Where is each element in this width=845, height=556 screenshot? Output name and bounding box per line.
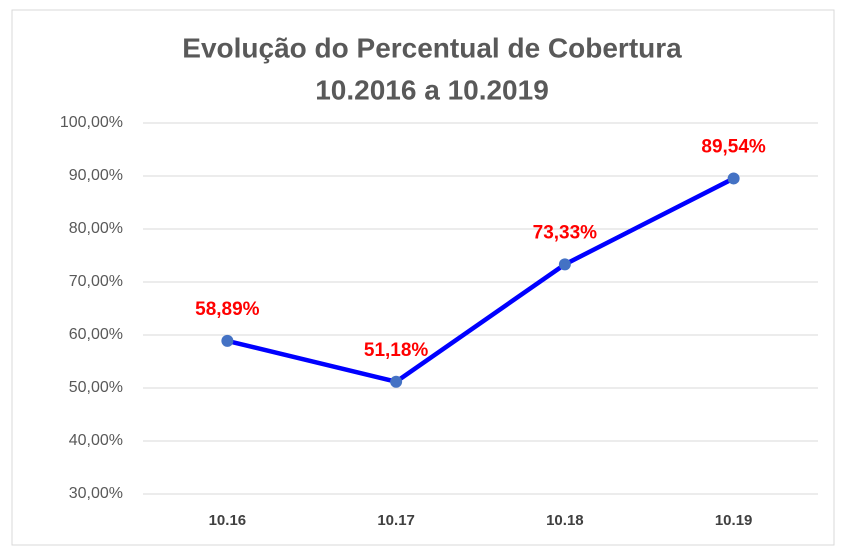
data-label: 58,89% bbox=[195, 299, 260, 320]
y-tick-label: 70,00% bbox=[69, 273, 123, 290]
data-label: 51,18% bbox=[364, 340, 429, 361]
marker bbox=[558, 258, 571, 271]
y-tick-label: 30,00% bbox=[69, 485, 123, 502]
chart-subtitle: 10.2016 a 10.2019 bbox=[315, 74, 549, 105]
x-tick-label: 10.18 bbox=[546, 512, 584, 529]
x-tick-label: 10.16 bbox=[209, 512, 247, 529]
x-tick-label: 10.17 bbox=[377, 512, 415, 529]
y-tick-label: 90,00% bbox=[69, 167, 123, 184]
y-tick-label: 80,00% bbox=[69, 220, 123, 237]
data-label: 89,54% bbox=[701, 136, 766, 157]
marker bbox=[221, 334, 234, 347]
x-tick-label: 10.19 bbox=[715, 512, 753, 529]
chart-title: Evolução do Percentual de Cobertura bbox=[182, 32, 682, 63]
y-tick-label: 60,00% bbox=[69, 326, 123, 343]
data-label: 73,33% bbox=[533, 222, 598, 243]
chart-frame bbox=[11, 9, 835, 546]
y-tick-label: 50,00% bbox=[69, 379, 123, 396]
y-tick-label: 100,00% bbox=[60, 114, 123, 131]
marker bbox=[390, 375, 403, 388]
marker bbox=[727, 172, 740, 185]
line bbox=[226, 176, 735, 384]
y-tick-label: 40,00% bbox=[69, 432, 123, 449]
